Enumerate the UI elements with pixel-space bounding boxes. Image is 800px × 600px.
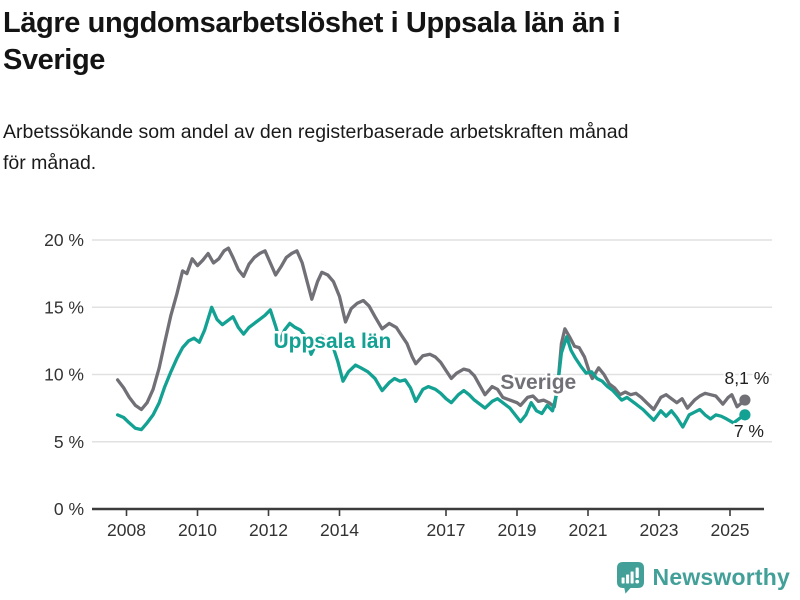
x-tick-label: 2025 [711, 520, 750, 540]
page-title-line-2: Sverige [3, 44, 105, 76]
page-title: Lägre ungdomsarbetslöshet i Uppsala län … [3, 5, 621, 79]
x-tick-label: 2021 [569, 520, 608, 540]
x-tick-label: 2023 [640, 520, 679, 540]
x-tick-label: 2014 [320, 520, 359, 540]
y-tick-label: 20 % [44, 230, 84, 250]
page-subtitle-line-1: Arbetssökande som andel av den registerb… [3, 121, 629, 143]
x-tick-label: 2012 [249, 520, 288, 540]
newsworthy-logo-icon [616, 562, 644, 594]
end-value-label-sverige: 8,1 % [725, 368, 770, 388]
y-tick-label: 10 % [44, 365, 84, 385]
y-tick-label: 5 % [54, 432, 84, 452]
brand-name: Newsworthy [652, 564, 790, 590]
y-tick-label: 0 % [54, 499, 84, 519]
x-tick-label: 2019 [498, 520, 537, 540]
end-dot-uppsala-lan [739, 409, 751, 421]
newsworthy-brand-link[interactable]: Newsworthy [616, 561, 790, 594]
page-subtitle: Arbetssökande som andel av den registerb… [3, 117, 628, 179]
x-tick-label: 2010 [178, 520, 217, 540]
series-line-uppsala-lan [115, 305, 747, 432]
series-label-uppsala-lan: Uppsala län [273, 330, 391, 353]
end-value-label-uppsala-lan: 7 % [734, 421, 764, 441]
x-tick-label: 2017 [427, 520, 466, 540]
series-line-sverige [115, 246, 747, 412]
page-subtitle-line-2: för månad. [3, 152, 97, 174]
y-tick-label: 15 % [44, 297, 84, 317]
x-tick-label: 2008 [107, 520, 146, 540]
series-label-sverige: Sverige [500, 371, 576, 394]
page-title-line-1: Lägre ungdomsarbetslöshet i Uppsala län … [3, 7, 621, 39]
end-dot-sverige [739, 394, 751, 406]
